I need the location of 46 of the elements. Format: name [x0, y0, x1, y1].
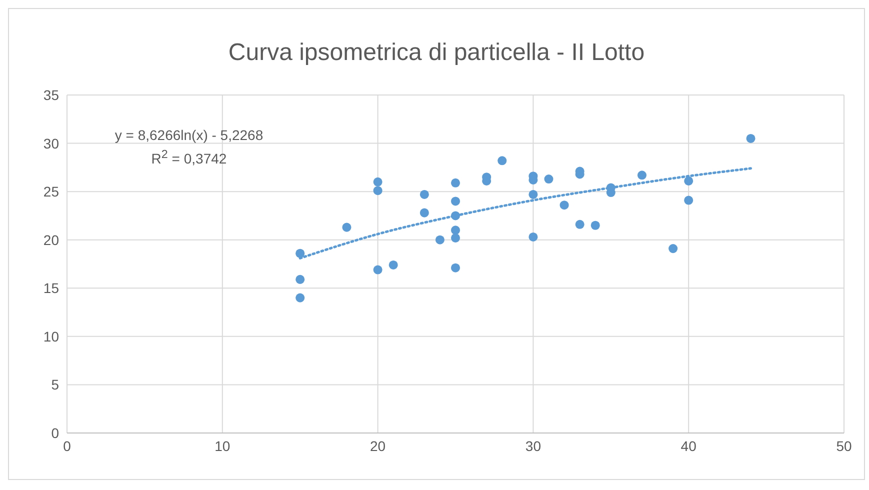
- point: [435, 235, 444, 244]
- point: [590, 220, 600, 230]
- point: [296, 248, 305, 258]
- point: [373, 177, 382, 186]
- x-tick-label: 10: [214, 438, 230, 454]
- point: [450, 226, 460, 235]
- point: [637, 170, 646, 180]
- y-tick-label: 0: [51, 424, 60, 441]
- x-tick-label: 30: [525, 438, 542, 454]
- point: [450, 178, 460, 188]
- point: [684, 196, 694, 205]
- point: [575, 220, 584, 229]
- point: [528, 190, 538, 199]
- point: [420, 190, 429, 199]
- y-tick-label: 30: [43, 135, 60, 152]
- point: [668, 244, 678, 254]
- point: [373, 186, 382, 196]
- point: [528, 232, 538, 242]
- point: [420, 208, 429, 218]
- x-tick-label: 20: [370, 438, 386, 454]
- point: [296, 274, 305, 284]
- point: [450, 263, 460, 272]
- point: [560, 200, 569, 210]
- annotation: R$^{2}$ = 0,3742: [150, 147, 228, 169]
- point: [450, 196, 460, 206]
- point: [296, 293, 305, 302]
- y-tick-label: 15: [43, 280, 60, 296]
- y-tick-label: 5: [51, 376, 60, 393]
- point: [342, 222, 352, 232]
- x-tick-label: 0: [63, 438, 72, 454]
- y-tick-label: 35: [43, 86, 60, 103]
- y-tick-label: 20: [43, 232, 60, 248]
- point: [544, 174, 554, 184]
- y-tick-label: 25: [43, 184, 60, 200]
- point: [498, 156, 507, 166]
- point: [746, 134, 756, 143]
- point: [388, 260, 398, 270]
- x-tick-label: 40: [680, 438, 697, 454]
- y-tick-label: 10: [43, 328, 60, 344]
- chart-title: Curva ipsometrica di particella - II Lotto: [227, 39, 646, 67]
- x-tick-label: 50: [836, 438, 852, 454]
- point: [450, 211, 460, 220]
- annotation: y = 8,6266ln(x) - 5,2268: [114, 126, 264, 145]
- point: [450, 233, 460, 242]
- point: [373, 265, 382, 274]
- point: [684, 176, 694, 186]
